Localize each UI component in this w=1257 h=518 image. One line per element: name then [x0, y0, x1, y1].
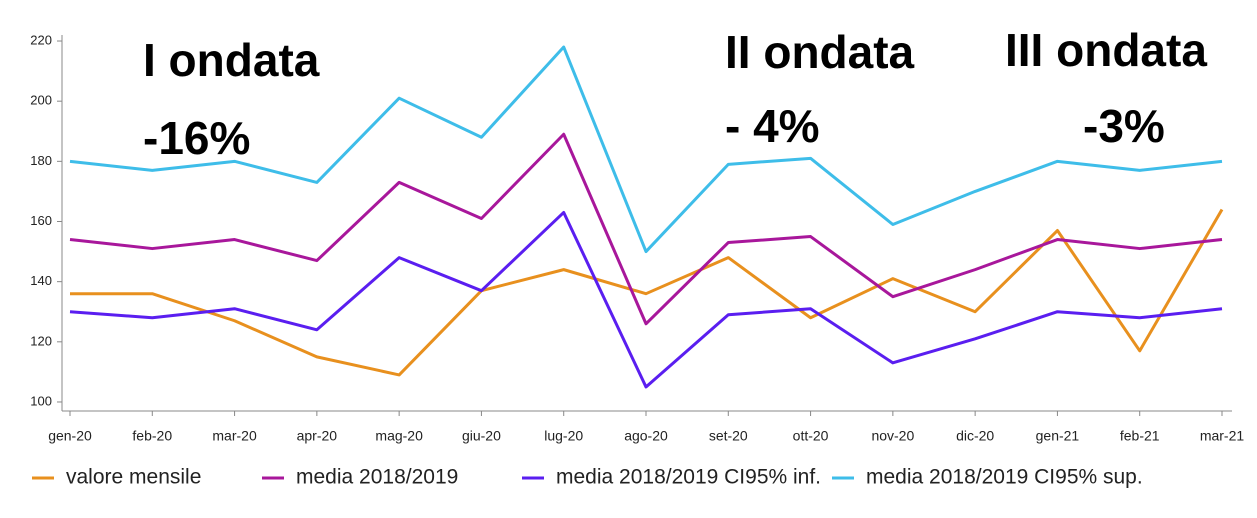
- x-tick-label: gen-21: [1036, 428, 1080, 444]
- x-tick-label: dic-20: [956, 428, 994, 444]
- x-tick-label: feb-21: [1120, 428, 1160, 444]
- x-tick-label: mag-20: [375, 428, 423, 444]
- annotation: -16%: [143, 112, 250, 164]
- annotation: II ondata: [725, 26, 915, 78]
- series-line: [70, 208, 1224, 377]
- y-tick-label: 220: [30, 32, 52, 47]
- series-line: [69, 45, 1223, 254]
- x-tick-label: apr-20: [297, 428, 338, 444]
- annotation: III ondata: [1005, 24, 1207, 76]
- x-tick-label: giu-20: [462, 428, 501, 444]
- legend-label: media 2018/2019 CI95% inf.: [556, 466, 821, 489]
- x-tick-label: nov-20: [871, 428, 914, 444]
- x-tick-label: lug-20: [544, 428, 583, 444]
- legend-label: media 2018/2019 CI95% sup.: [866, 466, 1143, 489]
- x-tick-label: ott-20: [793, 428, 829, 444]
- x-tick-label: gen-20: [48, 428, 92, 444]
- annotation: - 4%: [725, 100, 820, 152]
- legend-label: media 2018/2019: [296, 466, 458, 489]
- x-tick-label: set-20: [709, 428, 748, 444]
- x-tick-label: feb-20: [132, 428, 172, 444]
- y-tick-label: 100: [30, 393, 52, 408]
- legend-label: valore mensile: [66, 466, 201, 489]
- x-tick-label: ago-20: [624, 428, 668, 444]
- y-tick-label: 200: [30, 93, 52, 108]
- series-line: [69, 132, 1223, 326]
- annotation: -3%: [1083, 100, 1165, 152]
- annotation: I ondata: [143, 34, 320, 86]
- y-tick-label: 180: [30, 153, 52, 168]
- y-tick-label: 160: [30, 213, 52, 228]
- y-tick-label: 120: [30, 333, 52, 348]
- series-line: [69, 210, 1223, 389]
- x-tick-label: mar-20: [212, 428, 257, 444]
- x-tick-label: mar-21: [1200, 428, 1245, 444]
- y-tick-label: 140: [30, 273, 52, 288]
